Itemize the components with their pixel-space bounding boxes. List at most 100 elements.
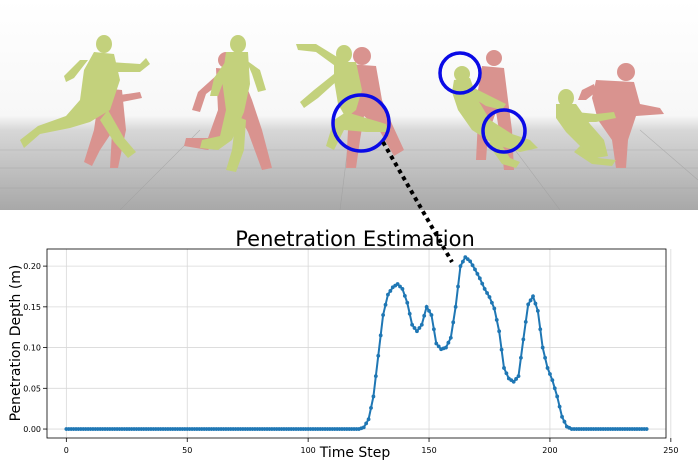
y-tick-label: 0.00 <box>23 425 41 434</box>
data-point <box>468 259 473 264</box>
data-point <box>514 377 518 381</box>
data-point <box>376 353 381 358</box>
data-point <box>523 320 528 324</box>
highlight-circle-lower <box>481 108 527 154</box>
data-point <box>502 366 506 370</box>
x-tick-label: 0 <box>64 446 69 455</box>
chart-title: Penetration Estimation <box>235 227 475 251</box>
data-point <box>361 425 366 430</box>
data-point <box>422 313 427 318</box>
data-point <box>560 414 564 419</box>
data-point <box>548 372 552 376</box>
y-tick-label: 0.10 <box>23 344 41 353</box>
data-point <box>402 293 407 298</box>
data-point <box>487 295 492 299</box>
figure-pair-1 <box>20 35 150 168</box>
data-point <box>429 313 434 317</box>
data-point <box>497 329 502 334</box>
data-point <box>521 337 526 342</box>
data-point <box>386 292 390 297</box>
data-point <box>373 374 378 378</box>
data-point <box>482 287 487 291</box>
data-point <box>369 405 373 410</box>
data-point <box>526 302 531 307</box>
plot-frame <box>46 248 667 439</box>
series-markers <box>64 255 649 431</box>
highlight-circle-main <box>331 93 391 153</box>
data-point <box>458 264 463 269</box>
chart-grid <box>47 249 672 438</box>
data-point <box>511 379 516 384</box>
data-point <box>419 322 424 327</box>
x-tick-label: 50 <box>182 446 192 455</box>
data-point <box>371 394 376 399</box>
y-tick-label: 0.15 <box>23 303 41 312</box>
x-tick-label: 150 <box>421 446 436 455</box>
data-point <box>456 284 460 289</box>
data-point <box>492 306 497 311</box>
data-point <box>494 317 499 322</box>
x-tick-label: 250 <box>663 446 678 455</box>
data-point <box>475 271 480 276</box>
data-point <box>540 345 545 350</box>
data-point <box>398 284 402 289</box>
data-point <box>533 301 538 306</box>
data-point <box>519 355 523 360</box>
y-tick-label: 0.05 <box>23 384 41 393</box>
data-point <box>545 366 550 370</box>
data-point <box>424 304 429 309</box>
data-point <box>364 421 369 426</box>
data-point <box>535 309 540 313</box>
data-point <box>383 302 388 307</box>
data-point <box>480 281 485 286</box>
data-point <box>516 374 521 378</box>
data-point <box>415 329 419 334</box>
motion-render-scene <box>0 0 698 210</box>
figure-pair-5 <box>556 63 664 168</box>
data-point <box>427 309 431 313</box>
data-point <box>460 259 465 264</box>
data-point <box>448 335 453 340</box>
figure-pair-2 <box>184 35 272 172</box>
data-point <box>557 404 562 409</box>
data-point <box>451 320 456 325</box>
data-point <box>550 378 555 383</box>
data-point <box>543 355 547 360</box>
data-point <box>555 394 560 399</box>
data-point <box>552 386 557 391</box>
chart-background <box>0 210 698 460</box>
data-point <box>562 419 567 424</box>
data-point <box>417 326 422 330</box>
data-point <box>366 417 371 422</box>
data-point <box>490 300 494 305</box>
data-point <box>644 427 649 431</box>
y-tick-label: 0.20 <box>23 262 41 271</box>
data-point <box>410 322 415 327</box>
highlight-circle-upper <box>438 51 482 95</box>
x-axis-label: Time Step <box>319 445 391 460</box>
x-tick-label: 100 <box>301 446 316 455</box>
x-tick-label: 200 <box>542 446 557 455</box>
data-point <box>477 276 482 281</box>
data-point <box>407 311 412 316</box>
data-point <box>499 347 504 352</box>
data-point <box>405 300 410 305</box>
data-point <box>381 313 385 317</box>
data-point <box>395 282 400 286</box>
data-point <box>400 287 405 291</box>
chart-ticks: 0 50 100 150 200 250 0.00 0.05 0.10 0.15 0.20 <box>23 262 678 455</box>
penetration-chart: Penetration Estimation 0 50 100 150 200 250 0.… <box>0 210 698 460</box>
data-point <box>531 294 535 299</box>
data-point <box>485 291 489 295</box>
data-point <box>473 267 477 272</box>
data-point <box>388 289 393 293</box>
data-point <box>436 344 441 349</box>
data-point <box>444 345 448 350</box>
data-point <box>453 304 458 309</box>
y-axis-label: Penetration Depth (m) <box>8 265 24 422</box>
data-point <box>528 298 533 303</box>
data-point <box>538 327 543 332</box>
data-point <box>470 263 475 268</box>
penetration-highlights <box>331 51 527 154</box>
data-point <box>378 333 383 338</box>
